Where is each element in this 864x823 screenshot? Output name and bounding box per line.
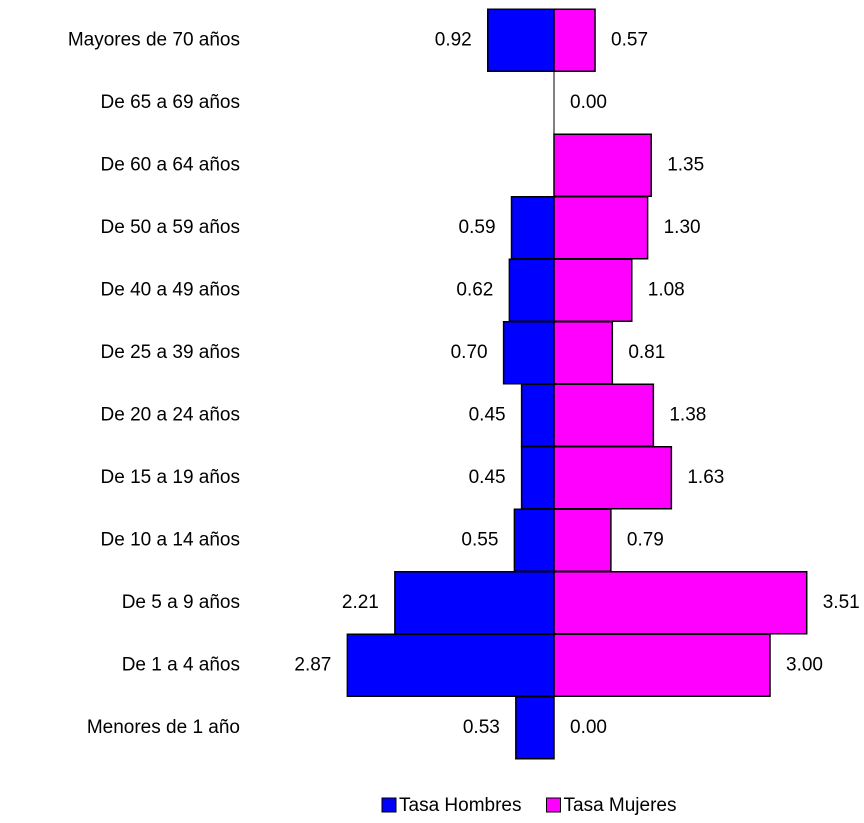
value-label: 0.00 — [570, 92, 607, 113]
legend-swatch — [381, 797, 397, 813]
value-label: 0.70 — [451, 342, 488, 363]
value-label: 0.57 — [611, 29, 648, 50]
category-label: De 65 a 69 años — [101, 92, 240, 113]
category-label: De 50 a 59 años — [101, 217, 240, 238]
bar — [487, 8, 555, 72]
category-label: Menores de 1 año — [87, 717, 240, 738]
legend-label: Tasa Mujeres — [564, 795, 677, 816]
legend-label: Tasa Hombres — [399, 795, 522, 816]
category-label: De 5 a 9 años — [122, 592, 240, 613]
value-label: 0.00 — [570, 717, 607, 738]
bar — [520, 383, 555, 447]
category-label: De 1 a 4 años — [122, 654, 240, 675]
bar — [508, 258, 555, 322]
bar — [346, 633, 555, 697]
value-label: 2.21 — [342, 592, 379, 613]
category-label: De 20 a 24 años — [101, 404, 240, 425]
bar — [553, 571, 808, 635]
value-label: 2.87 — [294, 654, 331, 675]
value-label: 0.81 — [628, 342, 665, 363]
value-label: 0.55 — [461, 529, 498, 550]
value-label: 1.38 — [669, 404, 706, 425]
value-label: 1.08 — [648, 279, 685, 300]
category-label: De 25 a 39 años — [101, 342, 240, 363]
category-label: De 10 a 14 años — [101, 529, 240, 550]
value-label: 3.51 — [823, 592, 860, 613]
value-label: 3.00 — [786, 654, 823, 675]
category-label: De 40 a 49 años — [101, 279, 240, 300]
category-label: Mayores de 70 años — [68, 29, 240, 50]
category-label: De 15 a 19 años — [101, 467, 240, 488]
bar — [515, 696, 555, 760]
legend-swatch — [546, 797, 561, 813]
value-label: 0.59 — [459, 217, 496, 238]
value-label: 1.30 — [664, 217, 701, 238]
bar — [510, 196, 555, 260]
bar — [513, 508, 555, 572]
value-label: 1.63 — [687, 467, 724, 488]
bar — [553, 321, 614, 385]
bar — [553, 196, 649, 260]
bar — [553, 8, 596, 72]
value-label: 0.79 — [627, 529, 664, 550]
bar — [553, 508, 612, 572]
bar — [553, 383, 655, 447]
value-label: 0.45 — [469, 467, 506, 488]
value-label: 0.45 — [469, 404, 506, 425]
bar — [553, 133, 652, 197]
value-label: 0.62 — [456, 279, 493, 300]
bar — [502, 321, 555, 385]
bar — [394, 571, 555, 635]
bar — [520, 446, 555, 510]
value-label: 1.35 — [667, 154, 704, 175]
value-label: 0.53 — [463, 717, 500, 738]
bar — [553, 633, 771, 697]
bar — [553, 258, 633, 322]
category-label: De 60 a 64 años — [101, 154, 240, 175]
bar — [553, 446, 673, 510]
value-label: 0.92 — [435, 29, 472, 50]
